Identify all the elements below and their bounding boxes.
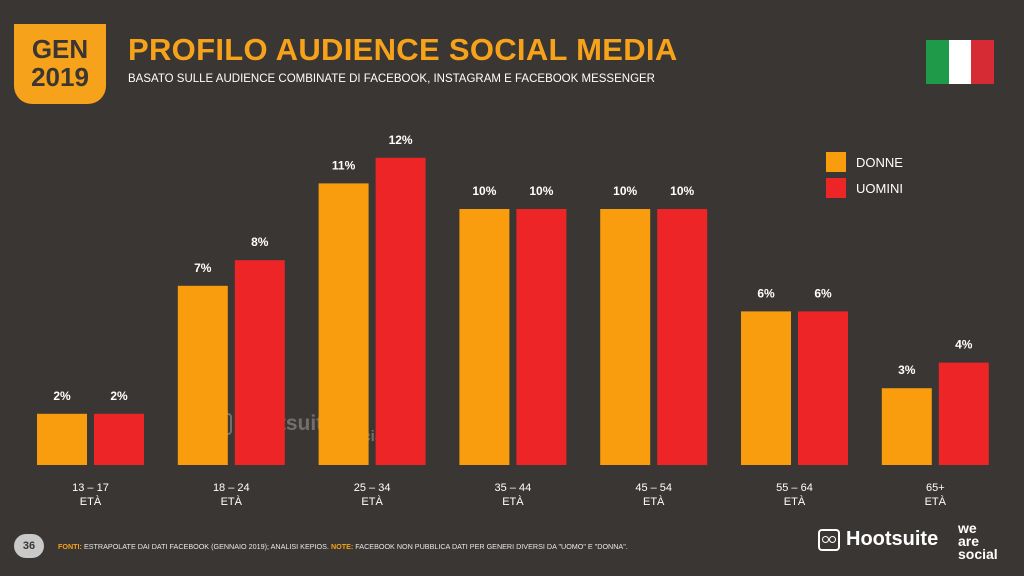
bar-donne-2 bbox=[318, 183, 369, 465]
legend-label-uomini: UOMINI bbox=[856, 181, 903, 196]
data-label-donne-0: 2% bbox=[53, 389, 71, 403]
note-label: NOTE: bbox=[330, 542, 354, 551]
data-label-donne-6: 3% bbox=[898, 363, 916, 377]
category-label-0: 13 – 17 bbox=[72, 482, 109, 494]
date-badge: GEN 2019 bbox=[14, 24, 106, 104]
category-sublabel-0: ETÀ bbox=[80, 495, 102, 508]
data-label-uomini-4: 10% bbox=[670, 184, 694, 198]
sources-label: FONTI: bbox=[58, 542, 82, 551]
bar-uomini-5 bbox=[798, 311, 848, 465]
bar-uomini-6 bbox=[938, 362, 989, 465]
data-label-uomini-1: 8% bbox=[251, 235, 269, 249]
data-label-donne-2: 11% bbox=[332, 158, 356, 172]
owl-icon bbox=[818, 528, 840, 551]
category-label-6: 65+ bbox=[926, 482, 945, 494]
partner-line: are bbox=[958, 533, 980, 549]
category-label-2: 25 – 34 bbox=[354, 482, 391, 494]
data-label-donne-3: 10% bbox=[472, 184, 496, 198]
category-label-3: 35 – 44 bbox=[495, 482, 532, 494]
category-sublabel-1: ETÀ bbox=[221, 495, 243, 508]
category-label-1: 18 – 24 bbox=[213, 482, 250, 494]
bar-uomini-0 bbox=[94, 413, 144, 465]
data-label-donne-1: 7% bbox=[194, 261, 212, 275]
we-are-social-logo: we are social bbox=[958, 520, 998, 562]
bar-donne-5 bbox=[741, 311, 791, 465]
partner-line: social bbox=[958, 546, 998, 562]
data-label-donne-4: 10% bbox=[613, 184, 637, 198]
data-label-donne-5: 6% bbox=[757, 286, 775, 300]
data-label-uomini-5: 6% bbox=[814, 286, 832, 300]
badge-year: 2019 bbox=[31, 62, 89, 92]
bar-uomini-3 bbox=[516, 209, 567, 465]
footer-sources: FONTI: ESTRAPOLATE DAI DATI FACEBOOK (GE… bbox=[58, 542, 628, 551]
page-number: 36 bbox=[14, 534, 44, 558]
legend-label-donne: DONNE bbox=[856, 155, 903, 170]
data-label-uomini-6: 4% bbox=[955, 338, 973, 352]
legend-swatch-donne bbox=[826, 152, 846, 172]
partner-line: we bbox=[958, 520, 977, 536]
page-title: PROFILO AUDIENCE SOCIAL MEDIA bbox=[128, 32, 678, 67]
bar-uomini-1 bbox=[234, 260, 285, 465]
bar-donne-3 bbox=[459, 209, 510, 465]
page-subtitle: BASATO SULLE AUDIENCE COMBINATE DI FACEB… bbox=[128, 73, 655, 85]
flag-stripe-green bbox=[926, 40, 949, 84]
note-text: FACEBOOK NON PUBBLICA DATI PER GENERI DI… bbox=[355, 542, 628, 551]
bar-uomini-4 bbox=[657, 209, 708, 465]
italy-flag-icon bbox=[926, 40, 995, 84]
bar-donne-6 bbox=[881, 388, 932, 465]
sources-text: ESTRAPOLATE DAI DATI FACEBOOK (GENNAIO 2… bbox=[83, 542, 329, 551]
bar-donne-1 bbox=[177, 285, 228, 465]
bar-uomini-2 bbox=[375, 157, 426, 466]
hootsuite-brand: Hootsuite bbox=[846, 528, 939, 550]
category-sublabel-3: ETÀ bbox=[502, 495, 524, 508]
category-sublabel-5: ETÀ bbox=[784, 495, 806, 508]
bar-donne-4 bbox=[600, 209, 651, 465]
data-label-uomini-2: 12% bbox=[389, 133, 413, 147]
data-label-uomini-0: 2% bbox=[110, 389, 128, 403]
badge-month: GEN bbox=[31, 34, 89, 64]
category-sublabel-6: ETÀ bbox=[925, 495, 947, 508]
category-sublabel-2: ETÀ bbox=[361, 495, 383, 508]
data-label-uomini-3: 10% bbox=[529, 184, 553, 198]
legend-swatch-uomini bbox=[826, 178, 846, 198]
flag-stripe-red bbox=[971, 40, 995, 84]
category-label-4: 45 – 54 bbox=[635, 482, 672, 494]
flag-stripe-white bbox=[948, 40, 972, 84]
category-sublabel-4: ETÀ bbox=[643, 495, 665, 508]
bar-donne-0 bbox=[37, 413, 87, 465]
category-label-5: 55 – 64 bbox=[776, 482, 813, 494]
hootsuite-logo: Hootsuite bbox=[818, 528, 938, 551]
